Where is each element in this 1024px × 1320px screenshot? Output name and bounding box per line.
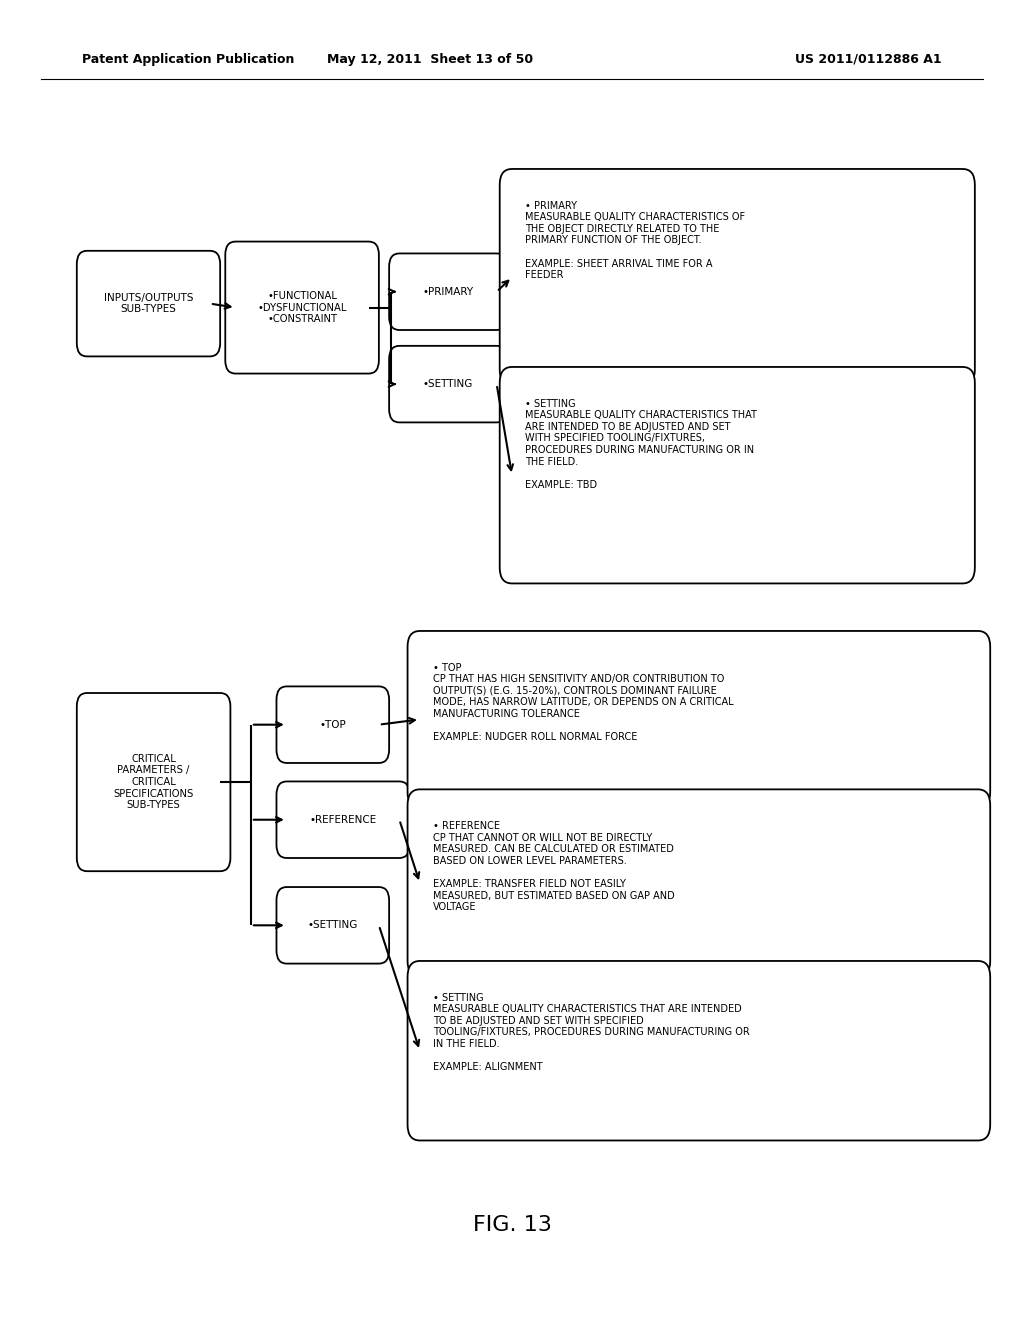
FancyBboxPatch shape [408,961,990,1140]
FancyBboxPatch shape [500,169,975,385]
Text: • SETTING
MEASURABLE QUALITY CHARACTERISTICS THAT
ARE INTENDED TO BE ADJUSTED AN: • SETTING MEASURABLE QUALITY CHARACTERIS… [525,399,757,490]
Text: May 12, 2011  Sheet 13 of 50: May 12, 2011 Sheet 13 of 50 [327,53,534,66]
FancyBboxPatch shape [77,693,230,871]
FancyBboxPatch shape [500,367,975,583]
Text: Patent Application Publication: Patent Application Publication [82,53,294,66]
Text: •TOP: •TOP [319,719,346,730]
FancyBboxPatch shape [408,789,990,977]
Text: CRITICAL
PARAMETERS /
CRITICAL
SPECIFICATIONS
SUB-TYPES: CRITICAL PARAMETERS / CRITICAL SPECIFICA… [114,754,194,810]
FancyBboxPatch shape [276,887,389,964]
FancyBboxPatch shape [225,242,379,374]
FancyBboxPatch shape [77,251,220,356]
FancyBboxPatch shape [389,253,507,330]
Text: • TOP
CP THAT HAS HIGH SENSITIVITY AND/OR CONTRIBUTION TO
OUTPUT(S) (E.G. 15-20%: • TOP CP THAT HAS HIGH SENSITIVITY AND/O… [433,663,734,742]
FancyBboxPatch shape [389,346,507,422]
Text: •SETTING: •SETTING [423,379,473,389]
Text: • PRIMARY
MEASURABLE QUALITY CHARACTERISTICS OF
THE OBJECT DIRECTLY RELATED TO T: • PRIMARY MEASURABLE QUALITY CHARACTERIS… [525,201,745,280]
Text: •PRIMARY: •PRIMARY [423,286,473,297]
Text: INPUTS/OUTPUTS
SUB-TYPES: INPUTS/OUTPUTS SUB-TYPES [103,293,194,314]
Text: US 2011/0112886 A1: US 2011/0112886 A1 [796,53,942,66]
Text: •SETTING: •SETTING [307,920,358,931]
Text: •FUNCTIONAL
•DYSFUNCTIONAL
•CONSTRAINT: •FUNCTIONAL •DYSFUNCTIONAL •CONSTRAINT [257,290,347,325]
Text: •REFERENCE: •REFERENCE [309,814,377,825]
FancyBboxPatch shape [276,781,410,858]
FancyBboxPatch shape [276,686,389,763]
Text: • SETTING
MEASURABLE QUALITY CHARACTERISTICS THAT ARE INTENDED
TO BE ADJUSTED AN: • SETTING MEASURABLE QUALITY CHARACTERIS… [433,993,750,1072]
FancyBboxPatch shape [408,631,990,808]
Text: FIG. 13: FIG. 13 [472,1214,552,1236]
Text: • REFERENCE
CP THAT CANNOT OR WILL NOT BE DIRECTLY
MEASURED. CAN BE CALCULATED O: • REFERENCE CP THAT CANNOT OR WILL NOT B… [433,821,675,912]
